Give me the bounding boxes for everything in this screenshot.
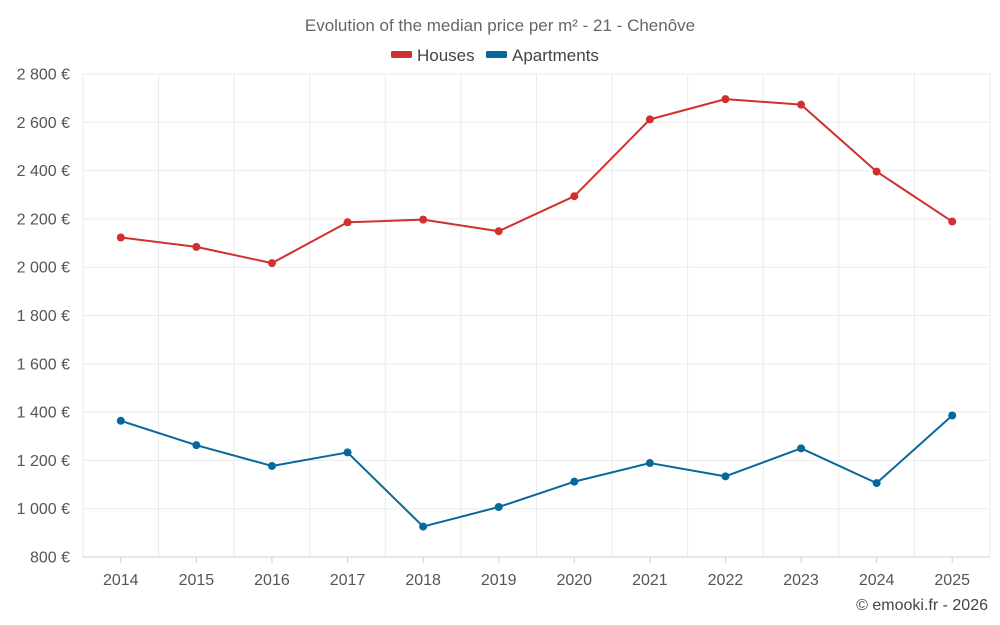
x-tick-label: 2024: [859, 572, 895, 589]
y-tick-label: 2 600 €: [17, 115, 70, 132]
y-tick-label: 1 000 €: [17, 501, 70, 518]
x-tick-label: 2017: [330, 572, 366, 589]
apartments-line: [120, 414, 953, 528]
apartments-point[interactable]: [872, 479, 881, 488]
x-tick-label: 2023: [783, 572, 819, 589]
apartments-point[interactable]: [721, 472, 730, 481]
houses-point[interactable]: [343, 218, 352, 227]
apartments-point[interactable]: [116, 416, 125, 425]
y-tick-label: 1 400 €: [17, 405, 70, 422]
series-apartments: [116, 411, 957, 531]
y-tick-label: 2 200 €: [17, 211, 70, 228]
apartments-point[interactable]: [948, 411, 957, 420]
houses-point[interactable]: [116, 233, 125, 242]
legend-item-houses[interactable]: Houses: [391, 46, 475, 65]
legend-label: Apartments: [512, 46, 599, 65]
legend-label: Houses: [417, 46, 475, 65]
y-tick-label: 2 000 €: [17, 260, 70, 277]
x-tick-label: 2021: [632, 572, 668, 589]
houses-point[interactable]: [192, 242, 201, 251]
x-tick-label: 2015: [179, 572, 215, 589]
apartments-point[interactable]: [192, 441, 201, 450]
y-tick-label: 2 800 €: [17, 67, 70, 84]
x-tick-label: 2018: [405, 572, 441, 589]
y-tick-label: 1 600 €: [17, 356, 70, 373]
houses-point[interactable]: [872, 167, 881, 176]
chart-title: Evolution of the median price per m² - 2…: [305, 16, 695, 35]
x-tick-label: 2016: [254, 572, 290, 589]
x-tick-label: 2019: [481, 572, 517, 589]
y-tick-label: 1 200 €: [17, 453, 70, 470]
houses-point[interactable]: [419, 215, 428, 224]
x-axis: 2014 2015 2016 2017 2018 2019 2020 2021 2022 2023…: [83, 556, 990, 589]
houses-point[interactable]: [494, 227, 503, 236]
legend-item-apartments[interactable]: Apartments: [486, 46, 599, 65]
apartments-point[interactable]: [267, 461, 276, 470]
legend-swatch: [391, 51, 412, 58]
series-group: [116, 95, 957, 531]
houses-point[interactable]: [570, 192, 579, 201]
x-tick-label: 2014: [103, 572, 139, 589]
y-tick-label: 1 800 €: [17, 308, 70, 325]
x-tick-label: 2025: [934, 572, 970, 589]
apartments-point[interactable]: [494, 503, 503, 512]
y-tick-label: 2 400 €: [17, 163, 70, 180]
x-tick-label: 2022: [708, 572, 744, 589]
series-houses: [116, 95, 957, 268]
houses-point[interactable]: [645, 115, 654, 124]
y-axis: 800 € 1 000 € 1 200 € 1 400 € 1 600 € 1 800 €…: [17, 67, 70, 567]
credit-text: © emooki.fr - 2026: [856, 597, 988, 614]
legend-swatch: [486, 51, 507, 58]
houses-point[interactable]: [797, 100, 806, 109]
houses-point[interactable]: [948, 217, 957, 226]
grid: [82, 73, 991, 557]
apartments-point[interactable]: [645, 459, 654, 468]
houses-point[interactable]: [267, 259, 276, 268]
houses-line: [120, 98, 953, 265]
x-tick-label: 2020: [556, 572, 592, 589]
apartments-point[interactable]: [570, 477, 579, 486]
apartments-point[interactable]: [343, 448, 352, 457]
legend[interactable]: Houses Apartments: [391, 46, 599, 65]
apartments-point[interactable]: [797, 444, 806, 453]
apartments-point[interactable]: [419, 522, 428, 531]
houses-point[interactable]: [721, 95, 730, 104]
y-tick-label: 800 €: [30, 550, 70, 567]
